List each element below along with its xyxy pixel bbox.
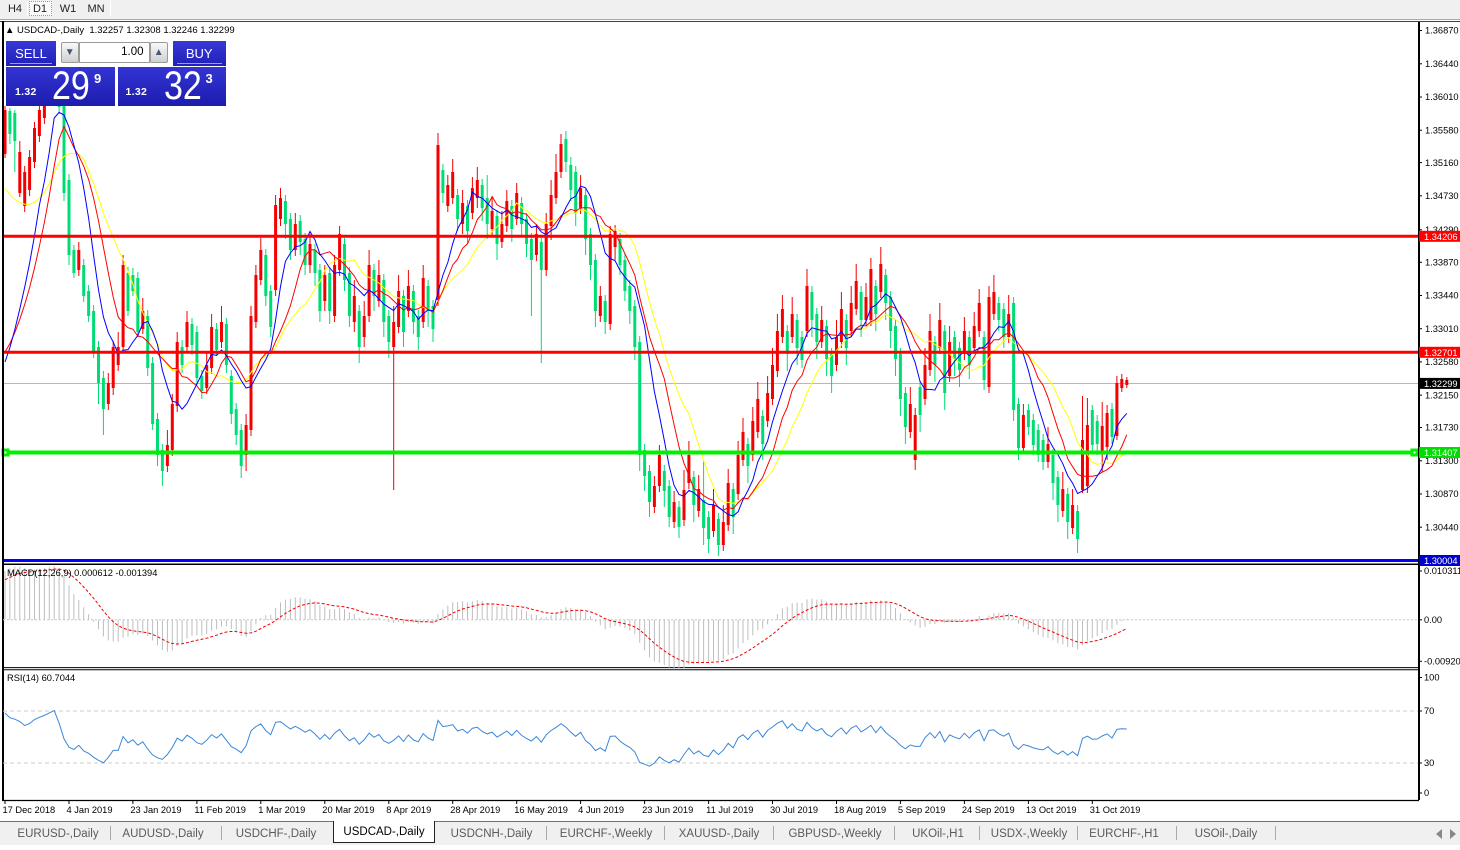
svg-text:1.30440: 1.30440 <box>1425 522 1459 532</box>
svg-text:1.36010: 1.36010 <box>1425 92 1459 102</box>
svg-text:0.00: 0.00 <box>1424 615 1442 625</box>
svg-text:RSI(14) 60.7044: RSI(14) 60.7044 <box>7 673 75 683</box>
svg-text:1.35580: 1.35580 <box>1425 125 1459 135</box>
svg-text:8 Apr 2019: 8 Apr 2019 <box>386 805 431 815</box>
svg-text:70: 70 <box>1424 706 1434 716</box>
svg-text:28 Apr 2019: 28 Apr 2019 <box>450 805 500 815</box>
svg-text:1.35160: 1.35160 <box>1425 158 1459 168</box>
svg-text:18 Aug 2019: 18 Aug 2019 <box>834 805 886 815</box>
svg-text:0: 0 <box>1424 788 1429 798</box>
svg-text:17 Dec 2018: 17 Dec 2018 <box>3 805 56 815</box>
svg-text:1.36870: 1.36870 <box>1425 26 1459 36</box>
svg-text:1.33440: 1.33440 <box>1425 291 1459 301</box>
svg-text:1.32299: 1.32299 <box>1424 379 1458 389</box>
svg-text:4 Jun 2019: 4 Jun 2019 <box>578 805 624 815</box>
svg-text:1.34206: 1.34206 <box>1424 232 1458 242</box>
svg-text:1.33870: 1.33870 <box>1425 258 1459 268</box>
svg-text:16 May 2019: 16 May 2019 <box>514 805 568 815</box>
svg-text:20 Mar 2019: 20 Mar 2019 <box>322 805 374 815</box>
svg-text:31 Oct 2019: 31 Oct 2019 <box>1090 805 1141 815</box>
svg-text:4 Jan 2019: 4 Jan 2019 <box>67 805 113 815</box>
svg-text:0.010311: 0.010311 <box>1424 566 1460 576</box>
svg-text:23 Jan 2019: 23 Jan 2019 <box>130 805 181 815</box>
svg-text:1.32580: 1.32580 <box>1425 357 1459 367</box>
svg-text:1.36440: 1.36440 <box>1425 59 1459 69</box>
svg-text:1 Mar 2019: 1 Mar 2019 <box>258 805 305 815</box>
svg-text:1.33010: 1.33010 <box>1425 324 1459 334</box>
svg-text:30: 30 <box>1424 758 1434 768</box>
svg-text:1.30870: 1.30870 <box>1425 489 1459 499</box>
svg-text:MACD(12,26,9) 0.000612 -0.0013: MACD(12,26,9) 0.000612 -0.001394 <box>7 568 157 578</box>
svg-text:24 Sep 2019: 24 Sep 2019 <box>962 805 1015 815</box>
svg-text:5 Sep 2019: 5 Sep 2019 <box>898 805 946 815</box>
svg-text:23 Jun 2019: 23 Jun 2019 <box>642 805 693 815</box>
svg-text:1.31407: 1.31407 <box>1424 448 1458 458</box>
svg-text:100: 100 <box>1424 673 1440 683</box>
svg-text:11 Feb 2019: 11 Feb 2019 <box>194 805 246 815</box>
svg-text:1.32150: 1.32150 <box>1425 390 1459 400</box>
svg-text:1.31300: 1.31300 <box>1425 456 1459 466</box>
svg-text:1.32701: 1.32701 <box>1424 348 1458 358</box>
svg-text:1.34290: 1.34290 <box>1425 225 1459 235</box>
svg-text:1.30004: 1.30004 <box>1424 556 1458 566</box>
svg-text:13 Oct 2019: 13 Oct 2019 <box>1026 805 1077 815</box>
svg-text:11 Jul 2019: 11 Jul 2019 <box>706 805 753 815</box>
svg-text:1.31730: 1.31730 <box>1425 423 1459 433</box>
svg-text:-0.009203: -0.009203 <box>1424 657 1460 667</box>
svg-text:30 Jul 2019: 30 Jul 2019 <box>770 805 818 815</box>
svg-text:1.34730: 1.34730 <box>1425 191 1459 201</box>
